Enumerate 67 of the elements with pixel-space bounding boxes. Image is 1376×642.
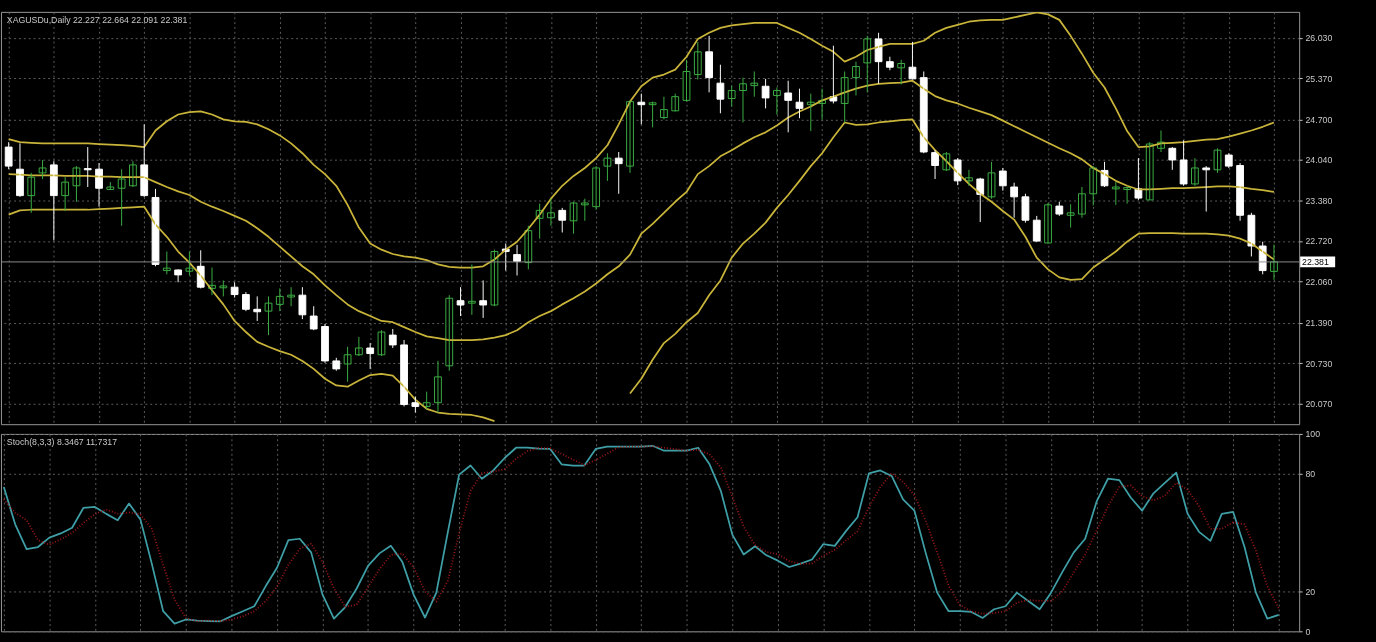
y-tick-label: 80 [1305, 468, 1316, 479]
candlestick [727, 85, 736, 108]
y-tick-label: 100 [1305, 429, 1321, 440]
candlestick [366, 342, 375, 370]
candlestick [784, 80, 793, 133]
candlestick [671, 93, 680, 112]
candlestick [1032, 215, 1041, 243]
candlestick [332, 357, 341, 372]
candlestick [162, 251, 171, 275]
candlestick [1021, 193, 1030, 224]
y-tick-label: 24.040 [1305, 155, 1333, 166]
candlestick [1055, 201, 1064, 217]
candlestick [1224, 152, 1233, 169]
candlestick [908, 41, 917, 80]
candlestick [275, 287, 284, 312]
y-tick-label: 20 [1305, 587, 1316, 598]
ref-line-label: 22.381 [1302, 256, 1329, 267]
candlestick [569, 201, 578, 235]
candlestick [422, 391, 431, 410]
candlestick [682, 59, 691, 103]
candlestick [117, 168, 126, 227]
y-tick-label: 0 [1305, 626, 1311, 637]
candlestick [490, 249, 499, 307]
candlestick [1066, 203, 1075, 229]
y-tick-label: 20.070 [1305, 399, 1333, 410]
y-tick-label: 20.730 [1305, 358, 1333, 369]
candlestick [4, 141, 13, 170]
y-tick-label: 26.030 [1305, 33, 1333, 44]
candlestick [219, 279, 228, 297]
chart-title: XAGUSDu,Daily 22.227 22.664 22.091 22.381 [6, 14, 188, 25]
candlestick [456, 286, 465, 317]
candlestick [998, 167, 1007, 192]
candlestick [388, 328, 397, 349]
candlestick [1111, 181, 1120, 206]
candlestick [603, 152, 612, 182]
candlestick [795, 88, 804, 119]
y-tick-label: 22.060 [1305, 277, 1333, 288]
candlestick [1202, 165, 1211, 213]
candlestick [987, 161, 996, 200]
candlestick [1179, 139, 1188, 187]
candlestick [716, 64, 725, 114]
candlestick [309, 305, 318, 331]
candlestick [1213, 147, 1222, 174]
candlestick [185, 251, 194, 276]
candlestick [411, 396, 420, 414]
candlestick [479, 279, 488, 319]
candlestick [106, 181, 115, 191]
candlestick [343, 346, 352, 383]
y-tick-label: 24.700 [1305, 114, 1333, 125]
candlestick [693, 41, 702, 80]
candlestick [151, 188, 160, 267]
candlestick [614, 151, 623, 195]
candlestick [1168, 146, 1177, 171]
candlestick [580, 198, 589, 222]
candlestick [264, 295, 273, 336]
candlestick [558, 207, 567, 233]
chart-title: Stoch(8,3,3) 8.3467 11.7317 [6, 436, 118, 447]
candlestick [377, 329, 386, 357]
candlestick [174, 268, 183, 283]
y-tick-label: 22.720 [1305, 236, 1333, 247]
candlestick [761, 78, 770, 109]
candlestick [648, 101, 657, 128]
y-tick-label: 21.390 [1305, 318, 1333, 329]
y-tick-label: 23.380 [1305, 195, 1333, 206]
candlestick [38, 159, 47, 180]
y-tick-label: 25.370 [1305, 73, 1333, 84]
line-series [7, 11, 1275, 269]
